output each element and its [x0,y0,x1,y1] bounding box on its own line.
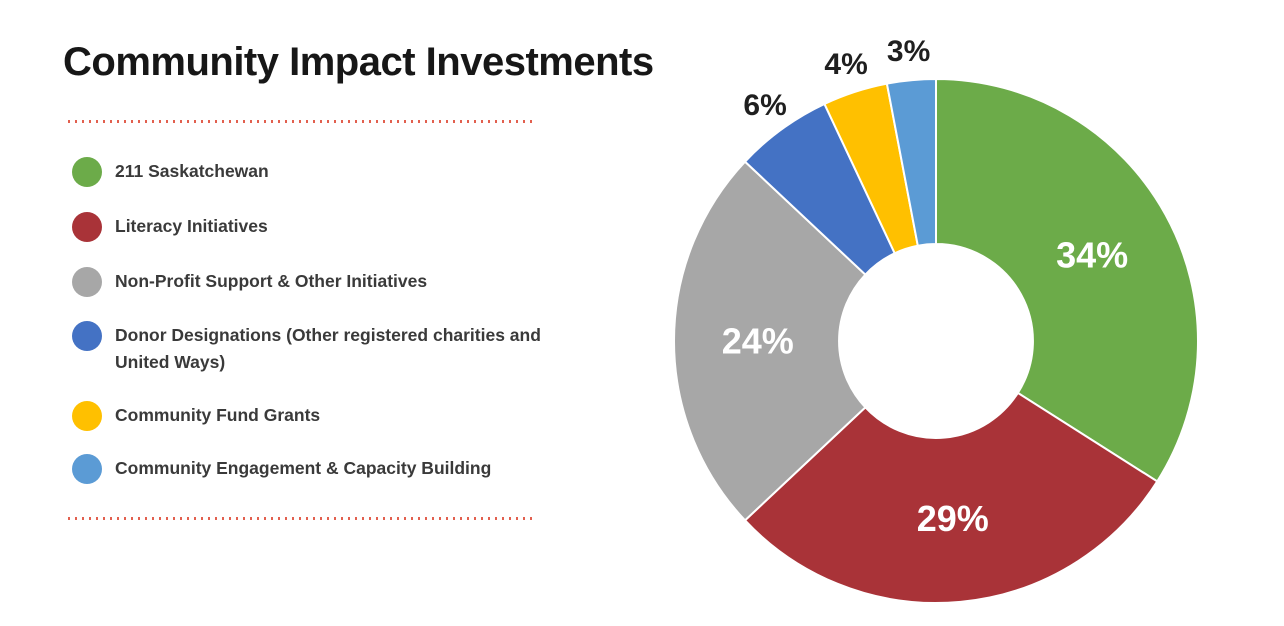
slice-percentage-label: 29% [917,498,989,539]
legend-swatch-icon [72,320,102,351]
slice-percentage-label: 24% [722,321,794,362]
legend-swatch-icon [72,156,102,187]
dotted-divider-top [68,120,532,123]
slice-percentage-label: 34% [1056,235,1128,276]
slice-percentage-label: 3% [887,35,930,68]
slice-percentage-label: 4% [824,48,867,81]
legend-item-label: Community Engagement & Capacity Building [115,458,492,478]
donut-chart: 34% 29% 24% 6% 4% 3% [673,35,1199,604]
legend-item: Non-Profit Support & Other Initiatives [72,266,428,297]
legend-item: 211 Saskatchewan [72,156,269,187]
pie-slice [935,77,1199,483]
pie-slice [885,77,937,247]
legend-swatch-icon [72,453,102,484]
pie-slice [743,391,1159,604]
legend-swatch-icon [72,211,102,242]
legend-swatch-icon [72,266,102,297]
dotted-divider-bottom [68,517,532,520]
page-title: Community Impact Investments [63,40,654,84]
legend-item: Literacy Initiatives [72,211,268,242]
legend-item-label: Community Fund Grants [115,405,321,425]
pie-slice [673,160,867,522]
legend-item: Donor Designations (Other registered cha… [72,320,565,376]
legend: 211 Saskatchewan Literacy Initiatives Non-… [72,0,572,626]
legend-item: Community Engagement & Capacity Building [72,453,492,484]
legend-item-label: Donor Designations (Other registered cha… [115,325,541,372]
legend-item-label: Non-Profit Support & Other Initiatives [115,271,428,291]
legend-item: Community Fund Grants [72,400,321,431]
slice-percentage-label: 6% [743,89,786,122]
legend-swatch-icon [72,400,102,431]
legend-item-label: Literacy Initiatives [115,216,268,236]
legend-item-label: 211 Saskatchewan [115,161,269,181]
